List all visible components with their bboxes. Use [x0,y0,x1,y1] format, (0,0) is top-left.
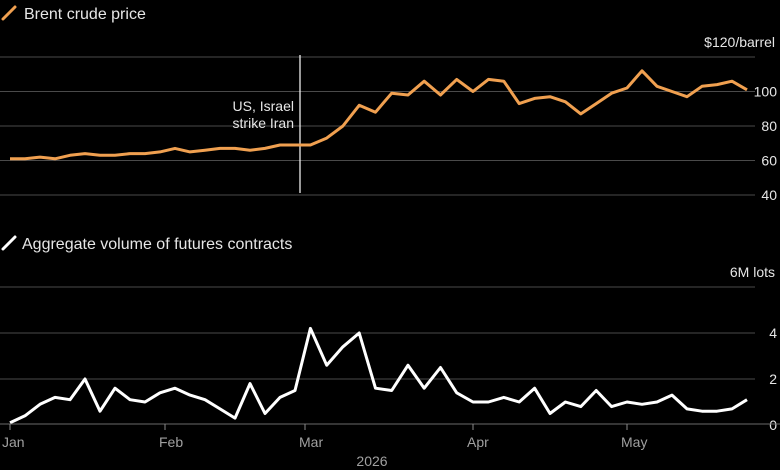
y-tick-label: 0 [769,417,777,433]
x-tick-label: May [621,434,647,450]
y-tick-label: 40 [761,187,777,203]
annotation-label-line1: US, Israel [233,98,294,114]
unit-label-brent: $120/barrel [704,34,775,50]
unit-label-volume: 6M lots [730,264,775,280]
chart-title-brent: Brent crude price [24,6,146,23]
y-tick-label: 4 [769,325,777,341]
x-tick-label: Feb [159,434,183,450]
legend-swatch-volume [1,235,17,251]
y-tick-label: 80 [761,118,777,134]
gridlines-volume [0,286,755,380]
series-line-brent [10,69,748,161]
gridlines-brent [0,56,755,196]
annotation-label-line2: strike Iran [233,115,294,131]
x-axis-year-label: 2026 [356,453,387,469]
y-tick-label: 2 [769,371,777,387]
legend-swatch-brent [1,5,17,21]
chart-title-volume: Aggregate volume of futures contracts [22,236,292,253]
x-tick-label: Mar [299,434,323,450]
y-ticks-volume: 0 2 4 [769,325,777,433]
series-line-volume [9,326,748,425]
y-tick-label: 100 [754,84,778,100]
y-tick-label: 60 [761,153,777,169]
x-ticks: Jan Feb Mar Apr May [2,424,647,450]
x-tick-label: Jan [2,434,25,450]
y-ticks-brent: 40 60 80 100 [754,84,778,204]
x-tick-label: Apr [467,434,489,450]
